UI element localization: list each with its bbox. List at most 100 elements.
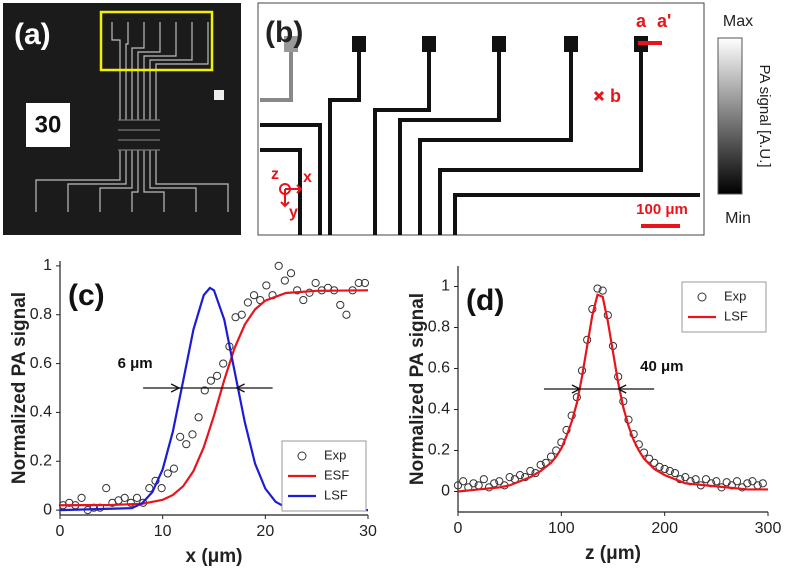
- data-point: [182, 440, 191, 449]
- y-axis-label: Normalized PA signal: [407, 293, 428, 485]
- data-point: [299, 295, 308, 305]
- colorbar-max: Max: [723, 13, 753, 30]
- data-point: [655, 462, 664, 471]
- y-tick-label: 0.6: [428, 360, 450, 377]
- axis-label: y: [289, 204, 298, 221]
- x-tick-label: 300: [755, 520, 782, 537]
- annotation-label: 40 μm: [640, 358, 683, 375]
- pad: [492, 36, 506, 52]
- panel-label: (b): [265, 16, 303, 49]
- data-point: [286, 269, 296, 278]
- data-point: [536, 460, 545, 469]
- annotation-label: 6 μm: [118, 355, 153, 372]
- annotation-arrowhead: [235, 383, 245, 393]
- x-axis-label: x (μm): [185, 546, 242, 567]
- legend-label: Exp: [324, 447, 346, 462]
- data-point: [311, 278, 320, 288]
- y-tick-label: 0.8: [428, 319, 450, 336]
- marker-label: b: [610, 86, 621, 106]
- data-point: [469, 479, 478, 488]
- data-point: [598, 286, 607, 295]
- panel-label: (d): [466, 284, 504, 317]
- data-point: [593, 284, 602, 293]
- data-point: [212, 371, 222, 380]
- data-point: [102, 484, 111, 493]
- panel-b: (b) a a' b z x y 100 μm: [257, 2, 705, 236]
- panel-label: (a): [14, 18, 51, 51]
- data-point: [691, 475, 700, 484]
- data-point: [701, 475, 711, 484]
- marker-label: a: [636, 11, 647, 31]
- data-point: [206, 376, 216, 385]
- data-point: [120, 493, 129, 503]
- point-marker: [593, 90, 605, 102]
- panel-label: (c): [68, 279, 105, 312]
- data-point: [505, 473, 514, 482]
- colorbar-title: PA signal [A.U.]: [756, 64, 773, 167]
- x-tick-label: 0: [454, 520, 463, 537]
- pa-pads: [284, 36, 648, 52]
- pad: [564, 36, 578, 52]
- y-tick-label: 0.4: [30, 404, 52, 421]
- data-point: [157, 484, 166, 493]
- data-point: [670, 468, 680, 478]
- data-point: [219, 359, 228, 368]
- x-tick-label: 100: [548, 520, 575, 537]
- data-point: [748, 477, 757, 486]
- data-point: [77, 493, 86, 503]
- y-axis-label: Normalized PA signal: [9, 292, 30, 484]
- data-point: [293, 286, 302, 295]
- data-point: [681, 473, 690, 482]
- data-point: [650, 458, 659, 467]
- data-point: [354, 278, 363, 288]
- y-tick-label: 0.6: [30, 355, 52, 372]
- y-tick-label: 0: [441, 483, 450, 500]
- data-point: [526, 466, 535, 476]
- data-point: [546, 452, 556, 461]
- y-tick-label: 0.2: [428, 442, 450, 459]
- data-point: [732, 477, 742, 486]
- y-tick-label: 0: [43, 501, 52, 518]
- chip-mark: [214, 90, 224, 100]
- data-point: [243, 298, 252, 307]
- data-point: [758, 479, 767, 488]
- y-tick-label: 1: [43, 257, 52, 274]
- data-point: [176, 432, 185, 441]
- annotation-arrowhead: [616, 384, 627, 394]
- legend-marker: [297, 451, 307, 461]
- x-tick-label: 0: [56, 523, 65, 540]
- pad: [284, 36, 298, 52]
- data-point: [194, 413, 203, 422]
- annotation-arrowhead: [571, 384, 582, 394]
- colorbar: Max Min PA signal [A.U.]: [717, 13, 773, 227]
- axes-icon: [279, 183, 303, 208]
- data-point: [495, 477, 504, 486]
- series-line: [457, 293, 768, 493]
- data-point: [274, 261, 283, 270]
- data-point: [342, 310, 351, 319]
- pa-traces: [260, 50, 700, 235]
- x-tick-label: 10: [154, 523, 172, 540]
- y-tick-label: 1: [441, 278, 450, 295]
- data-point: [660, 464, 669, 474]
- data-point: [515, 471, 525, 480]
- legend-label: Exp: [724, 288, 746, 303]
- data-point: [280, 276, 289, 285]
- colorbar-min: Min: [725, 210, 751, 227]
- legend-label: LSF: [724, 308, 748, 323]
- colorbar-gradient: [717, 37, 743, 195]
- data-point: [237, 310, 246, 319]
- data-point: [479, 475, 488, 484]
- series-line: [59, 289, 369, 507]
- x-tick-label: 30: [359, 523, 377, 540]
- data-point: [249, 291, 259, 300]
- legend-box: [681, 281, 767, 333]
- data-point: [459, 477, 468, 486]
- chip-number: 30: [35, 111, 62, 138]
- legend-label: ESF: [324, 467, 349, 482]
- legend-marker: [697, 292, 707, 302]
- x-tick-label: 20: [256, 523, 274, 540]
- data-point: [453, 481, 463, 490]
- axis-label: x: [303, 169, 312, 186]
